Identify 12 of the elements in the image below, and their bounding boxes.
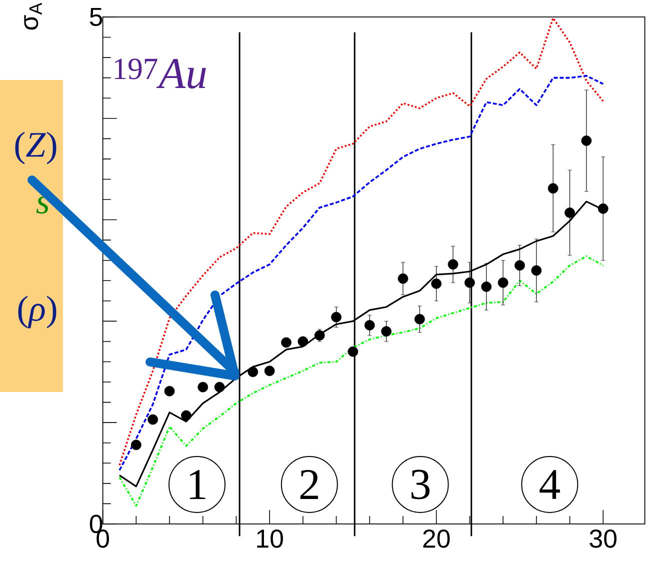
annotation: $^{197}$Au: [114, 58, 206, 89]
y-axis-title: σ$_{A}$: [24, 2, 42, 30]
x-tick-label: 30: [590, 530, 617, 548]
y-tick-label: 5: [90, 8, 102, 26]
annotation: 4: [540, 470, 560, 499]
text: (Z): [15, 132, 56, 164]
annotation: 1: [190, 470, 206, 499]
annotation: 2: [300, 470, 318, 499]
x-tick-label: 10: [257, 530, 283, 548]
annotation: 3: [411, 470, 430, 500]
x-tick-label: 20: [423, 530, 450, 548]
text: (ρ): [18, 296, 56, 328]
